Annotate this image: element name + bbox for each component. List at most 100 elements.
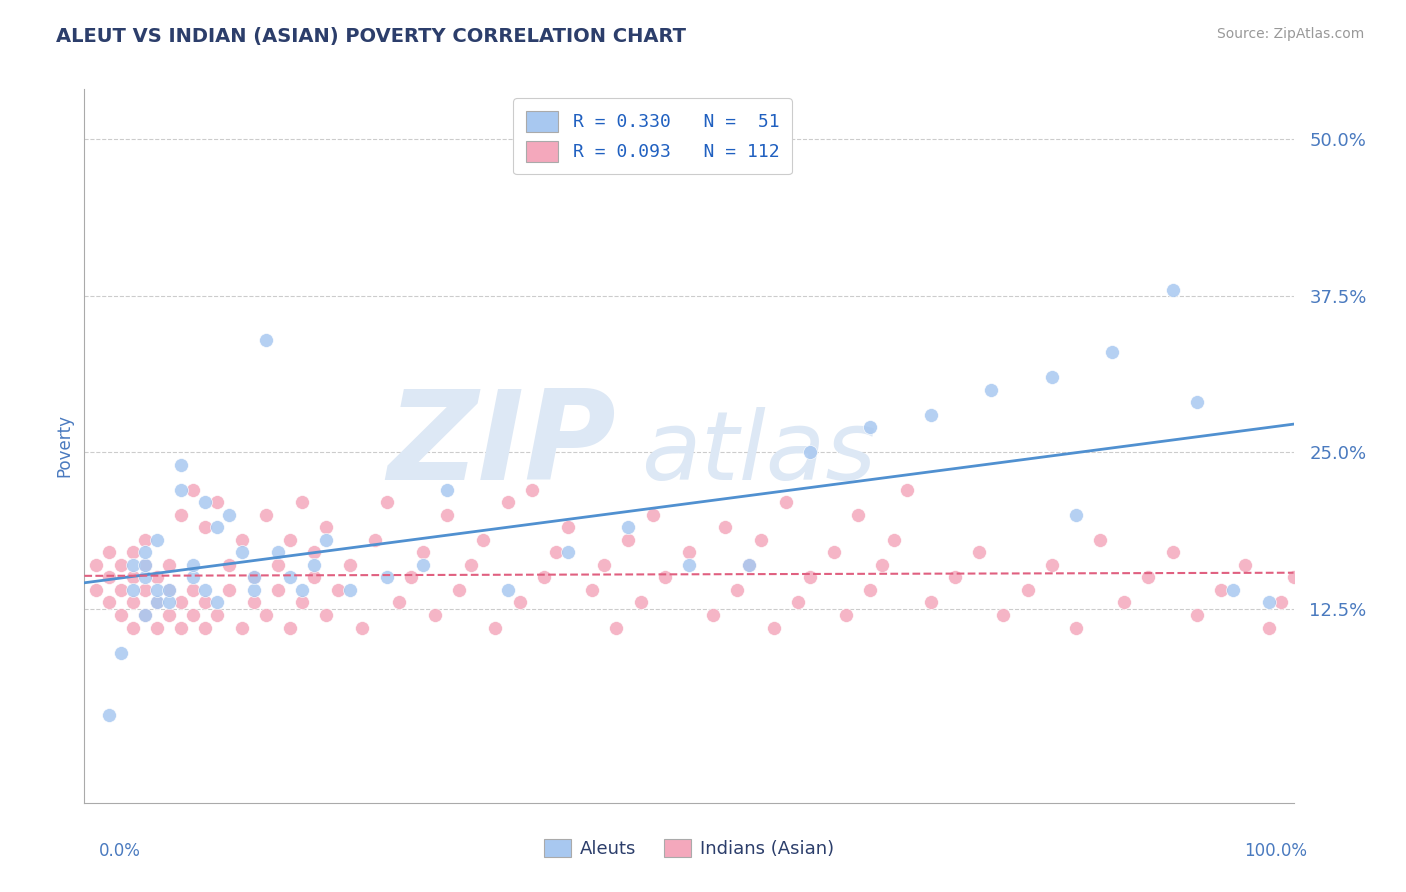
Point xyxy=(121,558,143,572)
Point xyxy=(146,533,169,547)
Point xyxy=(544,545,567,559)
Point xyxy=(170,621,193,635)
Point xyxy=(242,570,264,584)
Point xyxy=(1258,595,1281,609)
Point xyxy=(242,595,264,609)
Point xyxy=(121,582,143,597)
Point xyxy=(291,495,314,509)
Point xyxy=(1064,508,1087,522)
Point xyxy=(121,621,143,635)
Point xyxy=(1161,545,1184,559)
Point xyxy=(207,607,229,622)
Point xyxy=(1040,558,1063,572)
Point xyxy=(315,533,337,547)
Point xyxy=(170,595,193,609)
Point xyxy=(134,558,156,572)
Point xyxy=(352,621,374,635)
Point xyxy=(194,621,217,635)
Y-axis label: Poverty: Poverty xyxy=(55,415,73,477)
Point xyxy=(1234,558,1257,572)
Point xyxy=(993,607,1015,622)
Point xyxy=(1185,607,1208,622)
Point xyxy=(339,558,361,572)
Point xyxy=(751,533,773,547)
Point xyxy=(157,582,180,597)
Point xyxy=(920,595,942,609)
Point xyxy=(557,520,579,534)
Point xyxy=(97,570,120,584)
Point xyxy=(242,570,264,584)
Point xyxy=(231,533,253,547)
Point xyxy=(207,595,229,609)
Point xyxy=(194,595,217,609)
Point xyxy=(291,582,314,597)
Point xyxy=(1222,582,1244,597)
Point xyxy=(110,558,132,572)
Point xyxy=(146,595,169,609)
Point xyxy=(157,607,180,622)
Point xyxy=(1258,621,1281,635)
Point xyxy=(496,495,519,509)
Point xyxy=(315,520,337,534)
Point xyxy=(146,570,169,584)
Point xyxy=(121,570,143,584)
Point xyxy=(1137,570,1160,584)
Point xyxy=(557,545,579,559)
Point xyxy=(460,558,482,572)
Point xyxy=(641,508,664,522)
Point xyxy=(181,607,204,622)
Point xyxy=(593,558,616,572)
Point xyxy=(291,595,314,609)
Point xyxy=(943,570,966,584)
Point xyxy=(1064,621,1087,635)
Text: 100.0%: 100.0% xyxy=(1244,842,1308,860)
Point xyxy=(738,558,761,572)
Point xyxy=(207,495,229,509)
Point xyxy=(533,570,555,584)
Point xyxy=(1282,570,1305,584)
Point xyxy=(254,508,277,522)
Point xyxy=(1088,533,1111,547)
Point xyxy=(799,445,821,459)
Point xyxy=(231,545,253,559)
Point xyxy=(134,545,156,559)
Point xyxy=(1017,582,1039,597)
Point xyxy=(872,558,894,572)
Point xyxy=(823,545,845,559)
Point xyxy=(678,558,700,572)
Point xyxy=(581,582,603,597)
Point xyxy=(157,582,180,597)
Point xyxy=(725,582,748,597)
Point xyxy=(218,582,240,597)
Point xyxy=(883,533,905,547)
Point xyxy=(1209,582,1232,597)
Point xyxy=(181,570,204,584)
Point xyxy=(786,595,808,609)
Point xyxy=(302,570,325,584)
Point xyxy=(363,533,385,547)
Point xyxy=(328,582,350,597)
Point xyxy=(496,582,519,597)
Point xyxy=(738,558,761,572)
Point xyxy=(375,570,398,584)
Point xyxy=(134,607,156,622)
Point xyxy=(181,483,204,497)
Point xyxy=(267,582,290,597)
Point xyxy=(412,545,434,559)
Point xyxy=(1040,370,1063,384)
Point xyxy=(980,383,1002,397)
Point xyxy=(702,607,724,622)
Point xyxy=(86,558,108,572)
Text: ALEUT VS INDIAN (ASIAN) POVERTY CORRELATION CHART: ALEUT VS INDIAN (ASIAN) POVERTY CORRELAT… xyxy=(56,27,686,45)
Point xyxy=(278,533,301,547)
Point xyxy=(110,646,132,660)
Point xyxy=(194,495,217,509)
Point xyxy=(412,558,434,572)
Point xyxy=(399,570,422,584)
Point xyxy=(146,582,169,597)
Point xyxy=(86,582,108,597)
Point xyxy=(134,607,156,622)
Point xyxy=(254,607,277,622)
Point xyxy=(134,582,156,597)
Point xyxy=(520,483,543,497)
